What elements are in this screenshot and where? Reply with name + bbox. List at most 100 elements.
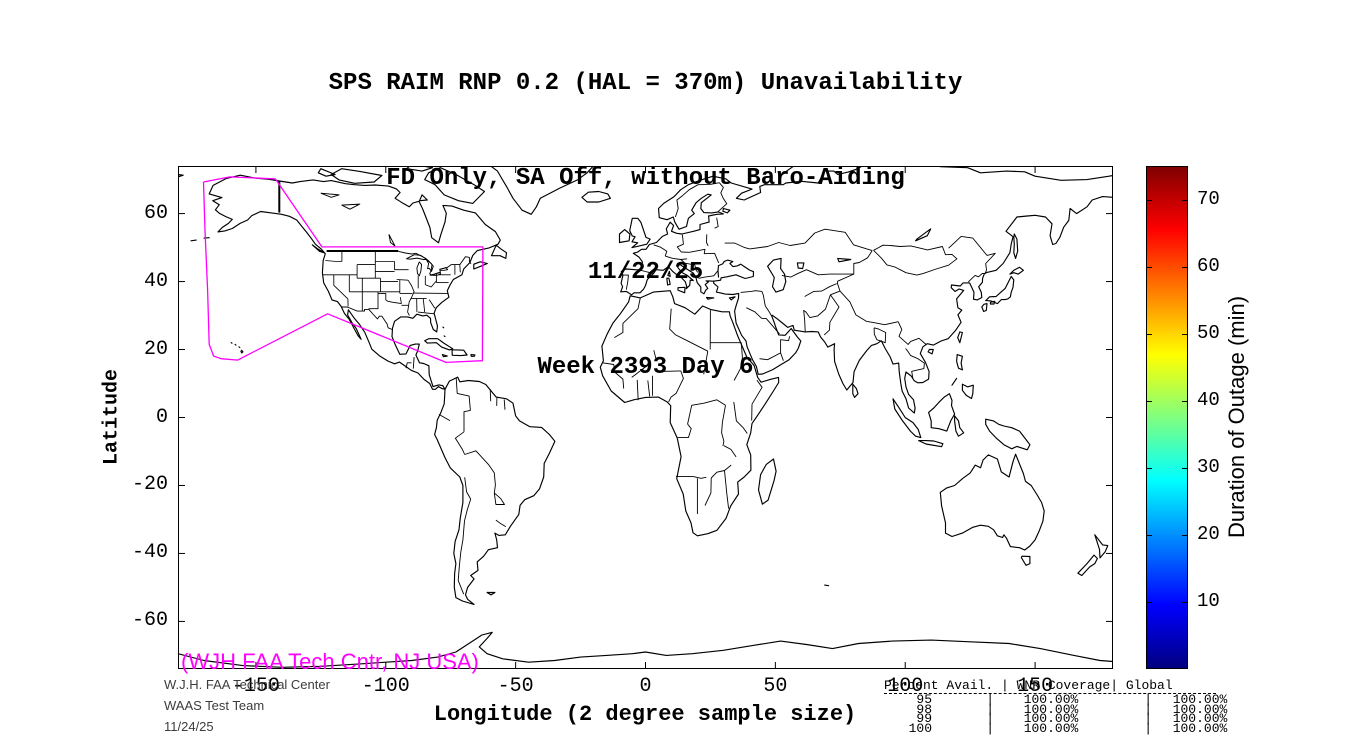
coastline (424, 338, 454, 351)
lake-outline (388, 234, 396, 247)
colorbar-tick-mark (1182, 468, 1187, 470)
coastline (981, 303, 988, 313)
colorbar-tick-mark (1147, 267, 1152, 269)
coverage-separator: | (986, 692, 994, 707)
country-border (647, 380, 651, 397)
us-state-border (428, 299, 436, 309)
coverage-separator: | (1144, 692, 1152, 707)
us-state-border (407, 279, 415, 316)
country-border (724, 470, 730, 509)
figure-title-block: SPS RAIM RNP 0.2 (HAL = 370m) Unavailabi… (178, 5, 1113, 446)
x-tick-0: 0 (639, 675, 652, 698)
coastline (441, 354, 448, 358)
coastline (852, 383, 859, 398)
coverage-table-header: Percent Avail. | WNR Coverage| Global (884, 679, 1216, 694)
coverage-avail-value: 99 (916, 711, 932, 727)
coastline (317, 168, 336, 177)
country-border (614, 323, 624, 338)
coastline (989, 300, 996, 305)
coastline (424, 167, 486, 204)
colorbar-tick-mark (1147, 334, 1152, 336)
us-state-border (394, 261, 409, 271)
coverage-global-value: 100.00% (1172, 720, 1228, 736)
country-border (636, 379, 639, 401)
coastline (238, 346, 241, 349)
colorbar-tick-40: 40 (1197, 388, 1220, 411)
coastline (1077, 554, 1098, 577)
country-border (746, 307, 780, 335)
coastline (712, 196, 1113, 414)
waas-service-area-outline (202, 176, 484, 364)
colorbar-tick-mark (1182, 401, 1187, 403)
coastline (486, 591, 496, 596)
country-border (677, 399, 726, 439)
country-border (967, 272, 986, 283)
coverage-separator: | (986, 711, 994, 727)
country-border (341, 306, 393, 330)
coverage-separator: | (986, 720, 994, 736)
country-border (749, 228, 873, 252)
coastline (442, 326, 445, 329)
country-border (656, 370, 681, 373)
y-tick--60: -60 (131, 609, 168, 633)
coastline (473, 261, 488, 270)
colorbar-tick-60: 60 (1197, 254, 1220, 277)
coastline (892, 398, 922, 439)
country-border (704, 477, 712, 506)
coastline (178, 173, 184, 178)
country-border (503, 399, 506, 410)
colorbar-tick-70: 70 (1197, 187, 1220, 210)
coverage-summary-table: Percent Avail. | WNR Coverage| Global 95… (884, 679, 1248, 736)
country-border (740, 290, 762, 293)
country-border (723, 445, 737, 458)
country-border (653, 350, 657, 361)
colorbar-tick-30: 30 (1197, 455, 1220, 478)
colorbar-label: Duration of Outage (min) (1224, 295, 1249, 539)
coastline (490, 244, 508, 259)
country-border (710, 464, 732, 479)
lake-outline (406, 254, 428, 260)
coverage-global-value: 100.00% (1172, 692, 1228, 707)
country-border (751, 379, 763, 405)
coverage-wnr-value: 100.00% (1023, 711, 1079, 727)
coverage-table-row: 95 | 100.00% | 100.00% (884, 692, 1248, 707)
lake-outline (439, 267, 449, 271)
coastline (767, 257, 787, 293)
coverage-global-value: 100.00% (1172, 711, 1228, 727)
colorbar (1146, 166, 1188, 669)
us-state-border (396, 279, 409, 281)
y-tick-0: 0 (155, 405, 168, 429)
coastline (434, 376, 556, 605)
country-border (622, 274, 629, 290)
coverage-separator: | (1144, 711, 1152, 727)
coastline (705, 296, 715, 300)
coverage-avail-value: 95 (916, 692, 932, 707)
x-axis-label: Longitude (2 degree sample size) (433, 702, 857, 727)
colorbar-tick-mark (1182, 334, 1187, 336)
coverage-wnr-value: 100.00% (1023, 692, 1079, 707)
colorbar-tick-mark (1182, 535, 1187, 537)
colorbar-tick-20: 20 (1197, 522, 1220, 545)
coastline (939, 453, 1045, 551)
coastline (311, 244, 326, 254)
country-border (706, 234, 709, 247)
country-border (602, 362, 616, 373)
us-state-border (368, 291, 379, 310)
country-border (905, 348, 925, 379)
coastline (985, 418, 1031, 451)
coastline (951, 377, 958, 386)
coastline (956, 354, 963, 371)
country-border (493, 492, 505, 505)
us-state-border (417, 311, 435, 315)
coastline (954, 415, 965, 437)
world-map-svg (178, 166, 1113, 669)
title-date: 11/22/25 (587, 259, 704, 286)
axis-box (178, 166, 1113, 669)
coastline (927, 348, 934, 355)
coastline (667, 270, 671, 278)
coastline (728, 296, 736, 301)
lake-outline (341, 203, 361, 210)
colorbar-tick-mark (1147, 602, 1152, 604)
footer-org: W.J.H. FAA Technical Center (164, 677, 330, 692)
title-line-2: FD Only, SA Off, without Baro-Aiding (386, 164, 905, 192)
